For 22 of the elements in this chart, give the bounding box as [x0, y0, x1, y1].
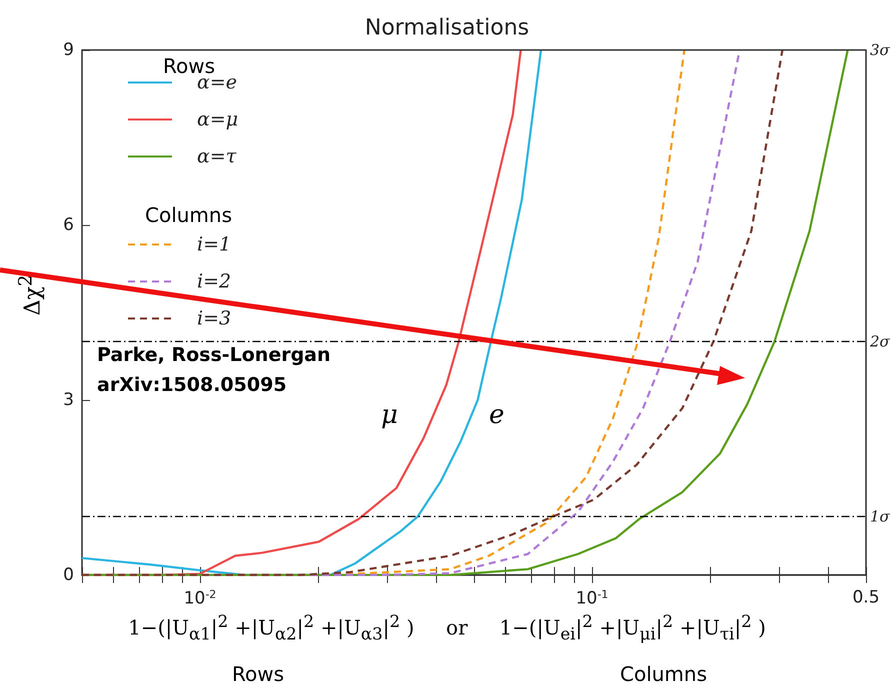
annotation: e	[489, 400, 504, 430]
ref-line-label: 2σ	[869, 332, 891, 351]
annotation: Columns	[145, 203, 232, 227]
x-tick-label: 0.5	[852, 588, 880, 608]
y-tick-label: 3	[63, 390, 74, 410]
legend-label: α=μ	[197, 108, 238, 130]
legend-label: i=2	[197, 270, 232, 292]
annotation: Rows	[163, 54, 216, 78]
chart-title: Normalisations	[364, 16, 530, 40]
annotation: μ	[381, 400, 398, 430]
text: Rows	[232, 662, 284, 686]
ref-line-label: 1σ	[870, 508, 891, 526]
text: Columns	[620, 662, 708, 686]
legend-label: i=1	[197, 234, 232, 256]
y-tick-label: 6	[63, 215, 74, 235]
y-tick-label: 9	[63, 40, 74, 60]
legend-label: α=τ	[197, 146, 237, 168]
legend-label: i=3	[197, 308, 232, 330]
text: 1−(|U$_{α1}$|$^{2}$ +|U$_{α2}$|$^{2}$ +|U$_{α3}$|$^{2}$ ) or 1−(|U$_{ei}$|$^{2}$ +|U$_{μi}$|$^{2}$ +|U$_{τi}$|$^{2}$ )	[128, 612, 766, 644]
y-tick-label: 0	[63, 565, 74, 585]
ref-line-label: 3σ	[870, 41, 891, 59]
annotation: Parke, Ross-Lonergan arXiv:1508.05095	[97, 343, 331, 398]
